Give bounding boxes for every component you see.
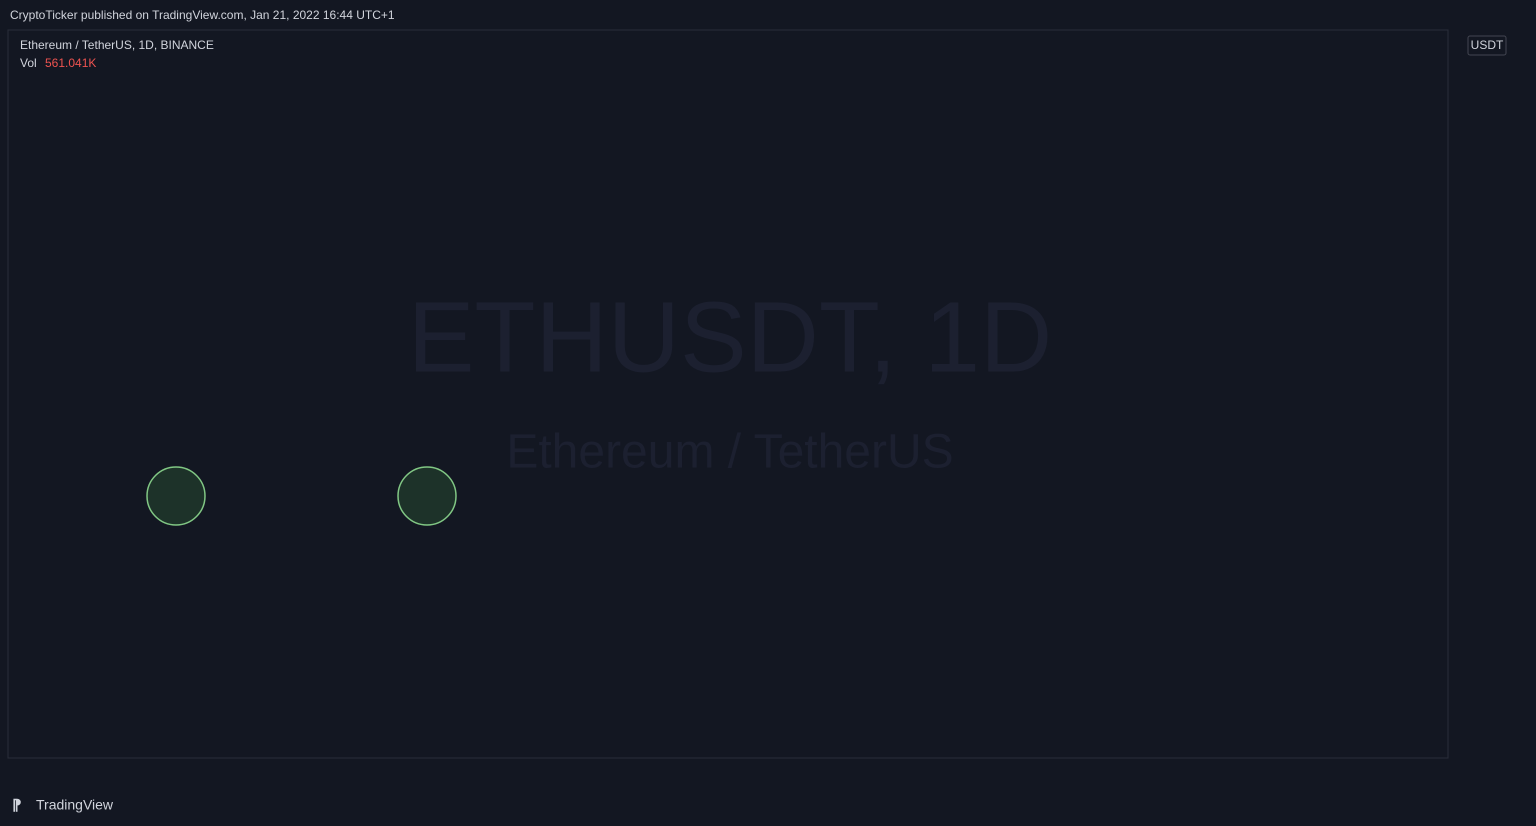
plot-area (7, 29, 1449, 759)
footer-brand: TradingView (36, 797, 114, 813)
currency: USDT (1471, 38, 1504, 52)
volume-value: 561.041K (45, 56, 96, 70)
currency-box (1467, 35, 1507, 56)
highlight-circle (397, 466, 457, 526)
highlight-circle (146, 466, 206, 526)
footer-logo: ⁋ (12, 797, 22, 814)
watermark-subtitle: Ethereum / TetherUS (506, 426, 953, 479)
header-bar (0, 0, 1536, 30)
volume-name: Vol (20, 56, 37, 70)
watermark: ETHUSDT, 1D (408, 281, 1053, 393)
header-text: CryptoTicker published on TradingView.co… (10, 8, 395, 22)
legend-title: Ethereum / TetherUS, 1D, BINANCE (20, 38, 214, 52)
